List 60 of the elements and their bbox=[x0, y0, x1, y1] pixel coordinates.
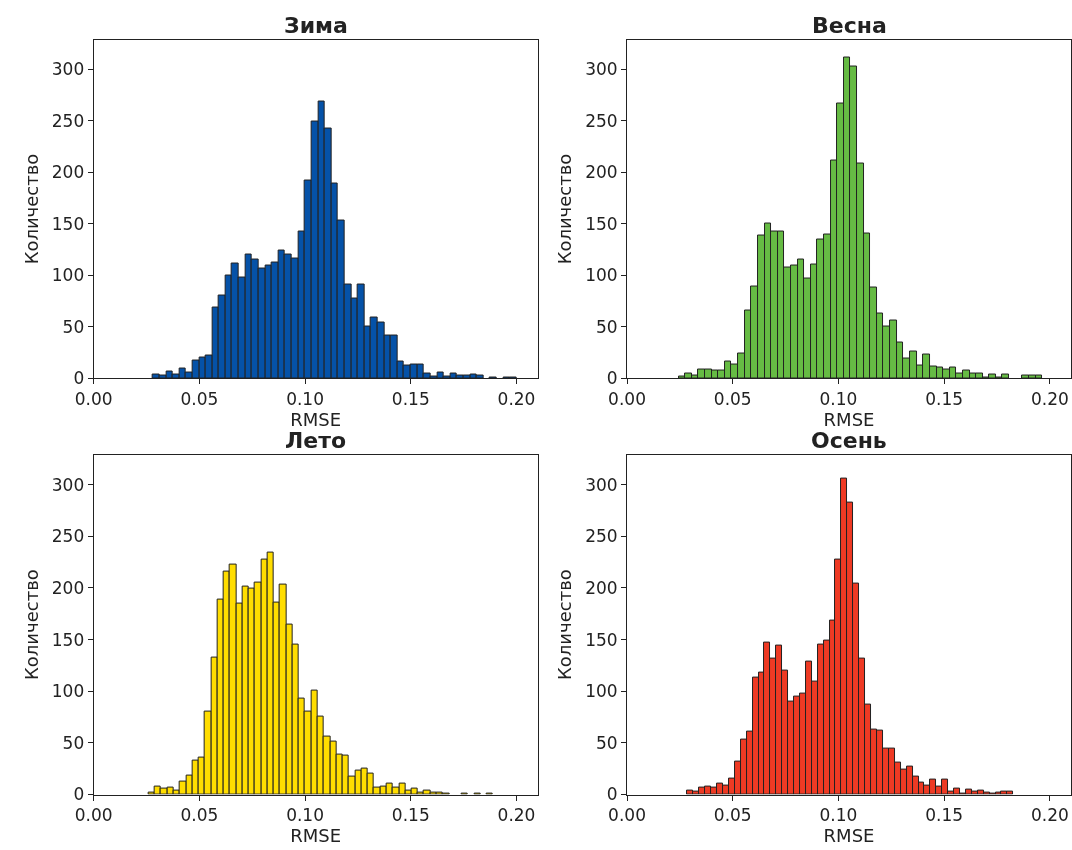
x-tick-label: 0.10 bbox=[819, 804, 858, 825]
x-tick-label: 0.15 bbox=[391, 804, 430, 825]
y-tick-label: 0 bbox=[606, 784, 618, 805]
y-tick-label: 200 bbox=[585, 577, 618, 598]
chart-title: Весна bbox=[812, 13, 887, 38]
y-tick-label: 50 bbox=[62, 732, 85, 753]
x-axis-title: RMSE bbox=[823, 408, 875, 430]
y-tick-label: 300 bbox=[51, 474, 85, 495]
x-tick-label: 0.00 bbox=[608, 804, 646, 825]
y-tick-label: 150 bbox=[585, 213, 618, 234]
x-tick-label: 0.05 bbox=[713, 804, 752, 825]
x-tick-label: 0.10 bbox=[286, 804, 324, 825]
x-tick-label: 0.05 bbox=[713, 388, 752, 409]
y-tick-label: 50 bbox=[595, 316, 618, 337]
x-tick-label: 0.15 bbox=[391, 388, 430, 409]
y-tick-label: 0 bbox=[606, 368, 618, 389]
x-tick-label: 0.00 bbox=[74, 804, 113, 825]
y-tick-label: 200 bbox=[585, 162, 618, 183]
y-axis-title: Количество bbox=[554, 569, 576, 680]
x-tick-label: 0.20 bbox=[1030, 388, 1069, 409]
y-tick-label: 250 bbox=[51, 526, 85, 547]
x-tick-label: 0.20 bbox=[497, 388, 536, 409]
y-tick-label: 0 bbox=[73, 784, 85, 805]
chart-title: Лето bbox=[285, 428, 347, 453]
y-tick-label: 100 bbox=[51, 265, 85, 286]
y-tick-label: 250 bbox=[585, 110, 618, 131]
y-tick-label: 300 bbox=[585, 474, 618, 495]
x-tick-label: 0.15 bbox=[925, 804, 964, 825]
y-tick-label: 50 bbox=[62, 316, 85, 337]
x-tick-label: 0.20 bbox=[497, 804, 536, 825]
y-tick-label: 250 bbox=[585, 526, 618, 547]
x-axis-title: RMSE bbox=[290, 824, 342, 846]
chart-title: Зима bbox=[284, 13, 348, 38]
y-axis-title: Количество bbox=[21, 153, 42, 265]
x-tick-label: 0.05 bbox=[180, 804, 219, 825]
x-tick-label: 0.15 bbox=[925, 388, 964, 409]
y-tick-label: 100 bbox=[585, 681, 618, 702]
y-tick-label: 200 bbox=[51, 577, 85, 598]
y-tick-label: 50 bbox=[595, 732, 618, 753]
y-tick-label: 200 bbox=[51, 162, 85, 183]
y-tick-label: 150 bbox=[51, 629, 85, 650]
y-tick-label: 100 bbox=[585, 265, 618, 286]
x-tick-label: 0.10 bbox=[819, 388, 858, 409]
y-tick-label: 0 bbox=[73, 368, 85, 389]
y-tick-label: 300 bbox=[51, 59, 85, 80]
x-tick-label: 0.00 bbox=[74, 388, 113, 409]
y-tick-label: 300 bbox=[585, 59, 618, 80]
x-axis-title: RMSE bbox=[290, 408, 342, 430]
y-tick-label: 100 bbox=[51, 681, 85, 702]
x-axis-title: RMSE bbox=[823, 824, 875, 846]
chart-title: Осень bbox=[811, 428, 887, 453]
y-tick-label: 250 bbox=[51, 110, 85, 131]
x-tick-label: 0.20 bbox=[1030, 804, 1069, 825]
x-tick-label: 0.05 bbox=[180, 388, 219, 409]
y-axis-title: Количество bbox=[21, 569, 42, 680]
y-axis-title: Количество bbox=[554, 153, 576, 265]
y-tick-label: 150 bbox=[51, 213, 85, 234]
x-tick-label: 0.10 bbox=[286, 388, 324, 409]
x-tick-label: 0.00 bbox=[608, 388, 646, 409]
y-tick-label: 150 bbox=[585, 629, 618, 650]
